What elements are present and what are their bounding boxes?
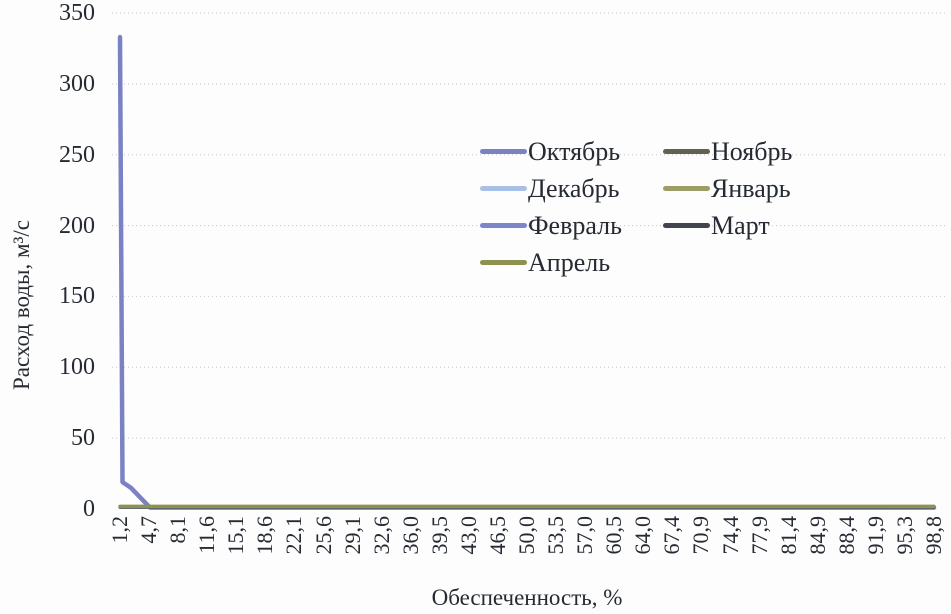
- x-tick-label: 64,0: [630, 516, 656, 555]
- x-tick-label: 67,4: [659, 516, 685, 555]
- legend-label-january: Январь: [711, 173, 791, 203]
- x-tick-label: 53,5: [543, 516, 569, 555]
- x-tick-label: 1,2: [107, 516, 132, 544]
- x-tick-label: 84,9: [804, 516, 830, 555]
- legend: Октябрь Ноябрь Декабрь Январь Февраль Ма…: [480, 133, 792, 281]
- legend-label-march: Март: [711, 210, 770, 240]
- x-tick-label: 91,9: [862, 516, 888, 555]
- x-tick-label: 74,4: [717, 516, 743, 555]
- legend-label-october: Октябрь: [528, 136, 621, 166]
- legend-item-december: Декабрь: [480, 170, 663, 207]
- x-tick-label: 22,1: [281, 516, 307, 555]
- legend-swatch-april: [480, 260, 527, 265]
- x-tick-label: 4,7: [136, 516, 162, 544]
- x-tick-label: 46,5: [484, 516, 510, 555]
- legend-swatch-february: [480, 223, 527, 228]
- legend-swatch-october: [480, 149, 527, 154]
- y-tick-label: 350: [59, 0, 95, 26]
- y-tick-label: 0: [83, 496, 95, 522]
- x-tick-label: 32,6: [368, 516, 394, 555]
- legend-label-april: Апрель: [528, 247, 611, 277]
- y-tick-label: 100: [59, 354, 95, 381]
- x-tick-label: 57,0: [572, 516, 598, 555]
- x-tick-label: 95,3: [891, 516, 917, 555]
- x-tick-label: 11,6: [194, 516, 220, 554]
- x-tick-label: 98,8: [921, 516, 946, 555]
- legend-item-november: Ноябрь: [663, 133, 792, 170]
- y-tick-label: 200: [59, 212, 95, 239]
- x-tick-label: 29,1: [339, 516, 365, 555]
- legend-item-march: Март: [663, 207, 792, 244]
- x-tick-label: 15,1: [223, 516, 249, 555]
- legend-item-february: Февраль: [480, 207, 663, 244]
- y-tick-label: 250: [59, 141, 95, 168]
- x-tick-label: 36,0: [397, 516, 423, 555]
- x-tick-label: 18,6: [252, 516, 278, 555]
- y-tick-label: 150: [59, 283, 95, 310]
- x-tick-label: 70,9: [688, 516, 714, 555]
- x-tick-label: 25,6: [310, 516, 336, 555]
- x-tick-label: 88,4: [833, 516, 859, 555]
- legend-swatch-march: [663, 223, 710, 228]
- x-tick-label: 39,5: [426, 516, 452, 555]
- x-tick-label: 77,9: [746, 516, 772, 555]
- y-tick-label: 300: [59, 70, 95, 97]
- legend-label-november: Ноябрь: [711, 136, 793, 166]
- legend-swatch-december: [480, 186, 527, 191]
- legend-label-december: Декабрь: [528, 173, 620, 203]
- y-tick-label: 50: [71, 425, 95, 452]
- legend-label-february: Февраль: [528, 210, 622, 240]
- x-tick-label: 8,1: [165, 516, 191, 544]
- x-tick-label: 50,0: [514, 516, 539, 555]
- legend-item-april: Апрель: [480, 244, 663, 281]
- x-axis-title: Обеспеченность, %: [431, 585, 623, 610]
- x-tick-label: 43,0: [455, 516, 481, 555]
- legend-swatch-january: [663, 186, 710, 191]
- legend-item-january: Январь: [663, 170, 792, 207]
- x-tick-label: 60,5: [601, 516, 627, 555]
- legend-swatch-november: [663, 149, 710, 154]
- x-tick-label: 81,4: [775, 516, 801, 555]
- legend-item-october: Октябрь: [480, 133, 663, 170]
